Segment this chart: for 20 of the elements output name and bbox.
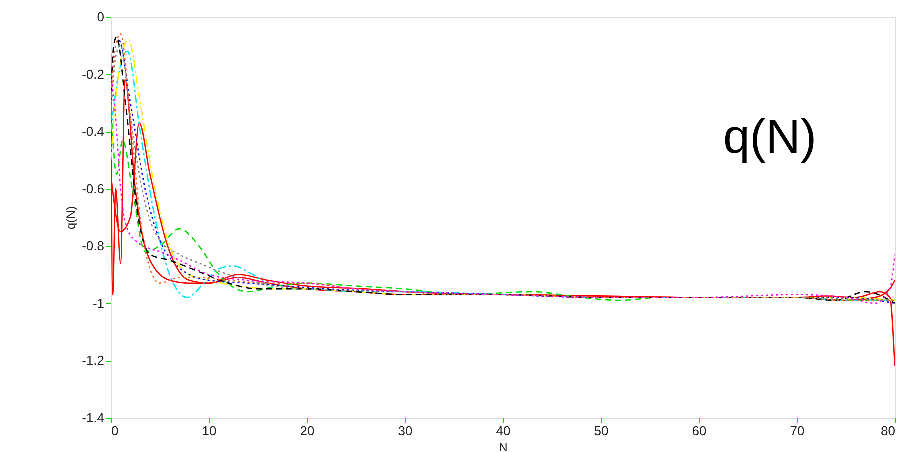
x-tick-label: 70 xyxy=(790,424,805,438)
x-tick-label: 0 xyxy=(112,424,119,438)
x-tick-label: 20 xyxy=(300,424,315,438)
y-tick-label: -0.4 xyxy=(82,124,104,140)
x-tick-label: 40 xyxy=(496,424,511,438)
y-tick-label: -0.2 xyxy=(82,66,104,82)
y-tick-label: -1.4 xyxy=(82,410,104,426)
text: q(N) xyxy=(723,111,817,164)
y-tick-label: -1.2 xyxy=(82,353,104,368)
x-tick-label: 50 xyxy=(594,424,609,438)
x-axis-title: N xyxy=(499,440,508,452)
y-tick-label: -0.6 xyxy=(82,181,104,196)
y-tick-label: 0 xyxy=(97,10,104,24)
y-tick-label: -1 xyxy=(92,296,104,311)
y-axis-title: q(N) xyxy=(64,206,78,230)
x-tick-label: 10 xyxy=(202,424,217,438)
x-tick-label: 60 xyxy=(692,424,707,438)
x-tick-label: 30 xyxy=(398,424,413,438)
x-tick-label: 80 xyxy=(881,424,896,438)
y-tick-label: -0.8 xyxy=(82,238,104,254)
